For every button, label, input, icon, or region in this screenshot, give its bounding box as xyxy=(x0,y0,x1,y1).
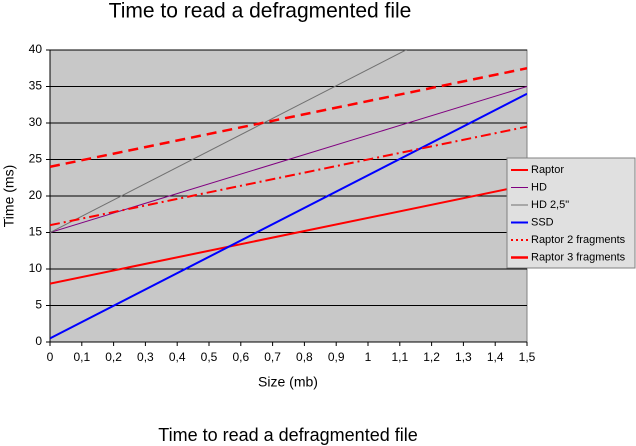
legend-box xyxy=(506,157,636,269)
y-tick-label: 30 xyxy=(29,115,43,129)
y-tick-label: 25 xyxy=(29,152,43,166)
x-tick-label: 0,2 xyxy=(105,350,122,364)
y-tick-label: 0 xyxy=(35,334,42,348)
y-tick-label: 10 xyxy=(29,261,43,275)
y-tick-label: 15 xyxy=(29,225,43,239)
x-tick-label: 0,7 xyxy=(264,350,281,364)
series-line xyxy=(50,92,527,340)
series-line xyxy=(50,67,527,169)
y-tick-label: 5 xyxy=(35,298,42,312)
legend-label: Raptor 3 fragments xyxy=(531,251,626,263)
legend-label: HD 2,5" xyxy=(531,199,569,211)
x-tick-label: 0,1 xyxy=(73,350,90,364)
x-tick-label: 1,1 xyxy=(391,350,408,364)
series-line xyxy=(50,125,527,227)
series-line xyxy=(50,184,527,285)
x-tick-label: 0,9 xyxy=(328,350,345,364)
y-axis-label: Time (ms) xyxy=(1,165,17,227)
x-tick-label: 0,3 xyxy=(137,350,154,364)
x-tick-label: 1,3 xyxy=(455,350,472,364)
plot-lines xyxy=(50,50,527,340)
x-tick-label: 1,2 xyxy=(423,350,440,364)
x-tick-label: 0,6 xyxy=(232,350,249,364)
y-tick-label: 40 xyxy=(29,42,43,56)
x-tick-label: 0,8 xyxy=(296,350,313,364)
x-axis-label: Size (mb) xyxy=(258,374,318,390)
legend: Raptor HD HD 2,5" SSD Raptor 2 fragments Rapt… xyxy=(506,157,636,269)
series-line xyxy=(50,50,408,233)
chart-caption: Time to read a defragmented file xyxy=(158,425,417,445)
x-tick-label: 0,5 xyxy=(201,350,218,364)
legend-label: SSD xyxy=(531,216,554,228)
x-tick-label: 1,5 xyxy=(519,350,536,364)
x-tick-label: 0,4 xyxy=(169,350,186,364)
legend-label: HD xyxy=(531,181,547,193)
x-tick-label: 0 xyxy=(47,350,54,364)
chart-title: Time to read a defragmented file xyxy=(109,0,412,23)
y-tick-label: 35 xyxy=(29,79,43,93)
x-tick-label: 1 xyxy=(365,350,372,364)
legend-label: Raptor xyxy=(531,164,564,176)
y-tick-label: 20 xyxy=(29,188,43,202)
legend-label: Raptor 2 fragments xyxy=(531,234,626,246)
x-tick-label: 1,4 xyxy=(487,350,504,364)
